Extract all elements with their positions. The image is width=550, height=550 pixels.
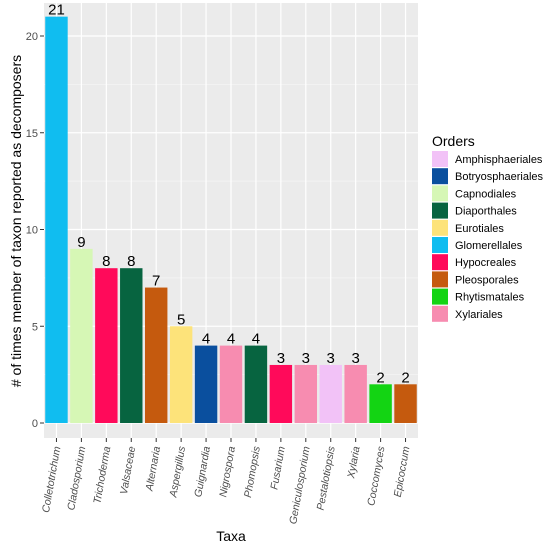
data-label: 21 bbox=[48, 2, 65, 19]
legend-swatch bbox=[432, 185, 448, 202]
data-label: 7 bbox=[152, 273, 160, 290]
legend-swatch bbox=[432, 305, 448, 322]
y-axis: 0 5 10 15 20 bbox=[26, 31, 44, 430]
bar-alternaria bbox=[144, 287, 168, 423]
bar-nigrospora bbox=[219, 345, 243, 423]
legend-title: Orders bbox=[432, 133, 475, 149]
legend-label: Botryosphaeriales bbox=[455, 171, 544, 183]
legend-label: Hypocreales bbox=[455, 257, 517, 269]
legend-swatch bbox=[432, 168, 448, 185]
data-label: 2 bbox=[376, 369, 384, 386]
legend: Orders Amphisphaeriales Botryosphaeriales… bbox=[432, 133, 544, 322]
data-label: 8 bbox=[127, 253, 135, 270]
y-tick-label: 5 bbox=[32, 321, 38, 333]
bar-valsaceae bbox=[120, 268, 143, 423]
y-axis-title: # of times member of taxon reported as d… bbox=[8, 55, 24, 387]
legend-swatch bbox=[432, 288, 448, 305]
x-tick-label: Xylaria bbox=[345, 445, 363, 480]
data-label: 2 bbox=[401, 369, 409, 386]
bar-xylaria bbox=[344, 364, 367, 423]
legend-swatch bbox=[432, 237, 448, 253]
bar-fusarium bbox=[269, 364, 293, 423]
y-tick-label: 20 bbox=[26, 31, 38, 43]
legend-label: Capnodiales bbox=[455, 188, 517, 200]
x-axis-title: Taxa bbox=[216, 528, 246, 544]
bar-epicoccum bbox=[394, 384, 417, 423]
data-label: 3 bbox=[327, 350, 335, 367]
data-label: 3 bbox=[277, 350, 285, 367]
y-tick-label: 0 bbox=[32, 418, 38, 430]
legend-label: Rhytismatales bbox=[455, 292, 525, 304]
bar-pestalotiopsis bbox=[319, 364, 342, 423]
data-label: 4 bbox=[252, 331, 260, 348]
data-label: 4 bbox=[202, 331, 210, 348]
y-tick-label: 15 bbox=[26, 128, 38, 140]
legend-swatch bbox=[432, 202, 448, 219]
data-label: 5 bbox=[177, 311, 185, 328]
data-label: 8 bbox=[102, 253, 110, 270]
data-label: 9 bbox=[77, 234, 85, 251]
legend-label: Diaporthales bbox=[455, 206, 517, 218]
data-label: 3 bbox=[302, 350, 310, 367]
bar-coccomyces bbox=[369, 384, 392, 423]
bar-trichoderma bbox=[95, 268, 118, 423]
data-label: 4 bbox=[227, 331, 235, 348]
bar-phomopsis bbox=[244, 345, 268, 423]
bar-cladosporium bbox=[70, 248, 93, 423]
legend-label: Xylariales bbox=[455, 309, 503, 321]
bar-aspergillus bbox=[169, 326, 193, 423]
bar-colletotrichum bbox=[45, 16, 68, 424]
legend-swatch bbox=[432, 151, 448, 167]
legend-label: Amphisphaeriales bbox=[455, 154, 543, 166]
bars bbox=[45, 16, 417, 424]
legend-label: Pleosporales bbox=[455, 274, 519, 286]
legend-swatch bbox=[432, 254, 448, 271]
data-label: 3 bbox=[351, 350, 359, 367]
bar-guignardia bbox=[194, 345, 218, 423]
y-tick-label: 10 bbox=[26, 225, 38, 237]
legend-swatch bbox=[432, 271, 448, 288]
legend-label: Eurotiales bbox=[455, 223, 504, 235]
bar-geniculosporium bbox=[294, 364, 318, 423]
legend-swatch bbox=[432, 219, 448, 236]
legend-label: Glomerellales bbox=[455, 240, 523, 252]
